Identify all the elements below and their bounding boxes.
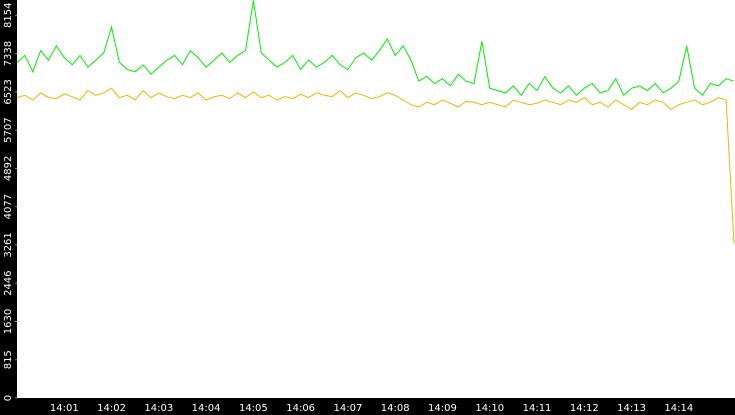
y-tick-label: 4892: [3, 156, 14, 181]
y-tick-label: 4077: [3, 194, 14, 219]
x-tick-label: 14:06: [286, 403, 315, 414]
y-tick-label: 2446: [3, 270, 14, 295]
x-tick-label: 14:09: [428, 403, 457, 414]
x-tick-label: 14:03: [144, 403, 173, 414]
y-tick-label: 815: [3, 350, 14, 369]
x-tick-label: 14:05: [239, 403, 268, 414]
x-tick-label: 14:10: [475, 403, 504, 414]
y-tick-label: 1630: [3, 309, 14, 334]
x-tick-label: 14:14: [664, 403, 693, 414]
y-tick-label: 3261: [3, 232, 14, 257]
y-tick-label: 7338: [3, 41, 14, 66]
x-tick-label: 14:01: [50, 403, 79, 414]
x-tick-label: 14:02: [97, 403, 126, 414]
x-tick-label: 14:12: [570, 403, 599, 414]
x-tick-label: 14:11: [523, 403, 552, 414]
x-tick-label: 14:07: [334, 403, 363, 414]
x-tick-label: 14:08: [381, 403, 410, 414]
y-tick-label: 0: [3, 395, 14, 401]
y-tick-label: 6523: [3, 79, 14, 104]
y-tick-label: 8154: [3, 3, 14, 28]
x-tick-label: 14:04: [192, 403, 221, 414]
series-line: [16, 87, 735, 244]
x-tick-label: 14:13: [617, 403, 646, 414]
y-tick-label: 5707: [3, 117, 14, 142]
plot-area: [17, 0, 735, 398]
series-line: [16, 0, 735, 97]
